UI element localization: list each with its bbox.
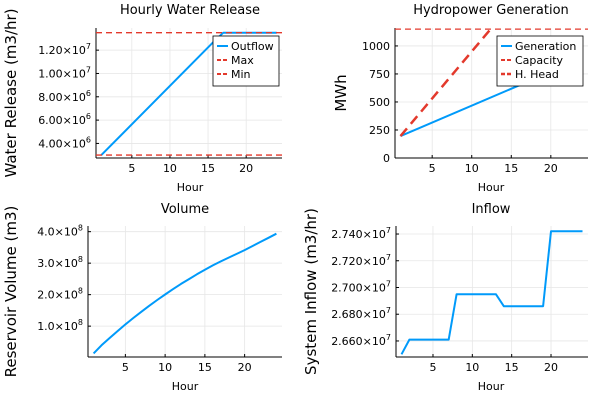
x-tick-label: 20 xyxy=(238,361,252,374)
x-tick-label: 15 xyxy=(504,162,518,175)
legend-label: Min xyxy=(231,68,251,81)
chart-hourly-water-release: 5 10 15 20 4.00×106 6.00×106 8.00×106 1.00×107 1… xyxy=(2,3,282,194)
chart-hydropower-generation: 5 10 15 20 0 250 500 750 1000 Hydropower Generati… xyxy=(332,3,588,194)
x-tick-label: 5 xyxy=(122,361,129,374)
x-tick-label: 15 xyxy=(505,361,519,374)
y-tick-label: 1.0×108 xyxy=(37,318,83,333)
y-tick-label: 250 xyxy=(369,124,390,137)
chart-title: Inflow xyxy=(472,202,511,217)
x-tick-label: 5 xyxy=(429,361,436,374)
x-tick-label: 5 xyxy=(429,162,436,175)
x-tick-label: 10 xyxy=(158,361,172,374)
y-tick-label: 0 xyxy=(383,152,390,165)
y-tick-label: 2.0×108 xyxy=(37,287,83,302)
y-axis-label: MWh xyxy=(332,74,350,111)
legend-label: H. Head xyxy=(515,68,559,81)
chart-title: Volume xyxy=(161,202,209,217)
legend-label: Generation xyxy=(515,40,576,53)
x-tick-label: 20 xyxy=(544,162,558,175)
y-tick-label: 4.0×108 xyxy=(37,224,83,239)
y-tick-label: 2.700×107 xyxy=(331,279,391,294)
legend-label: Max xyxy=(231,54,254,67)
chart-inflow: 5 10 15 20 2.660×107 2.680×107 2.700×107 2.720×… xyxy=(302,202,588,393)
x-axis-label: Hour xyxy=(478,380,505,393)
y-tick-label: 2.660×107 xyxy=(331,333,391,348)
y-tick-label: 500 xyxy=(369,96,390,109)
y-tick-label: 6.00×106 xyxy=(38,112,91,127)
y-tick-label: 750 xyxy=(369,68,390,81)
y-axis-label: System Inflow (m3/hr) xyxy=(302,208,320,375)
y-axis-label: Reservoir Volume (m3) xyxy=(2,206,20,378)
plot-area xyxy=(400,230,583,355)
chart-title: Hydropower Generation xyxy=(413,3,569,18)
x-tick-label: 20 xyxy=(239,162,253,175)
x-tick-label: 15 xyxy=(198,361,212,374)
series-h-head-line xyxy=(399,28,493,137)
x-tick-label: 10 xyxy=(465,361,479,374)
legend-box xyxy=(496,35,584,87)
series-series-0-line xyxy=(92,232,277,355)
y-tick-label: 2.680×107 xyxy=(331,306,391,321)
y-tick-label: 2.720×107 xyxy=(331,253,391,268)
y-tick-label: 1000 xyxy=(362,40,390,53)
x-axis-label: Hour xyxy=(478,181,505,194)
x-tick-label: 20 xyxy=(544,361,558,374)
y-tick-label: 2.740×107 xyxy=(331,226,391,241)
series-series-0-line xyxy=(400,230,583,355)
legend-label: Capacity xyxy=(515,54,564,67)
x-tick-label: 10 xyxy=(465,162,479,175)
chart-title: Hourly Water Release xyxy=(120,3,260,18)
x-axis-label: Hour xyxy=(172,380,199,393)
x-tick-label: 5 xyxy=(128,162,135,175)
chart-volume: 5 10 15 20 1.0×108 2.0×108 3.0×108 4.0×108 Volum… xyxy=(2,202,282,393)
y-tick-label: 3.0×108 xyxy=(37,255,83,270)
plot-area xyxy=(92,232,277,355)
legend-label: Outflow xyxy=(231,40,274,53)
y-tick-label: 8.00×106 xyxy=(38,89,91,104)
y-axis-label: Water Release (m3/hr) xyxy=(2,8,20,177)
x-axis-label: Hour xyxy=(177,181,204,194)
x-tick-label: 10 xyxy=(163,162,177,175)
y-tick-label: 1.20×107 xyxy=(38,42,91,57)
x-tick-label: 15 xyxy=(201,162,215,175)
y-tick-label: 1.00×107 xyxy=(38,65,91,80)
y-tick-label: 4.00×106 xyxy=(38,135,91,150)
